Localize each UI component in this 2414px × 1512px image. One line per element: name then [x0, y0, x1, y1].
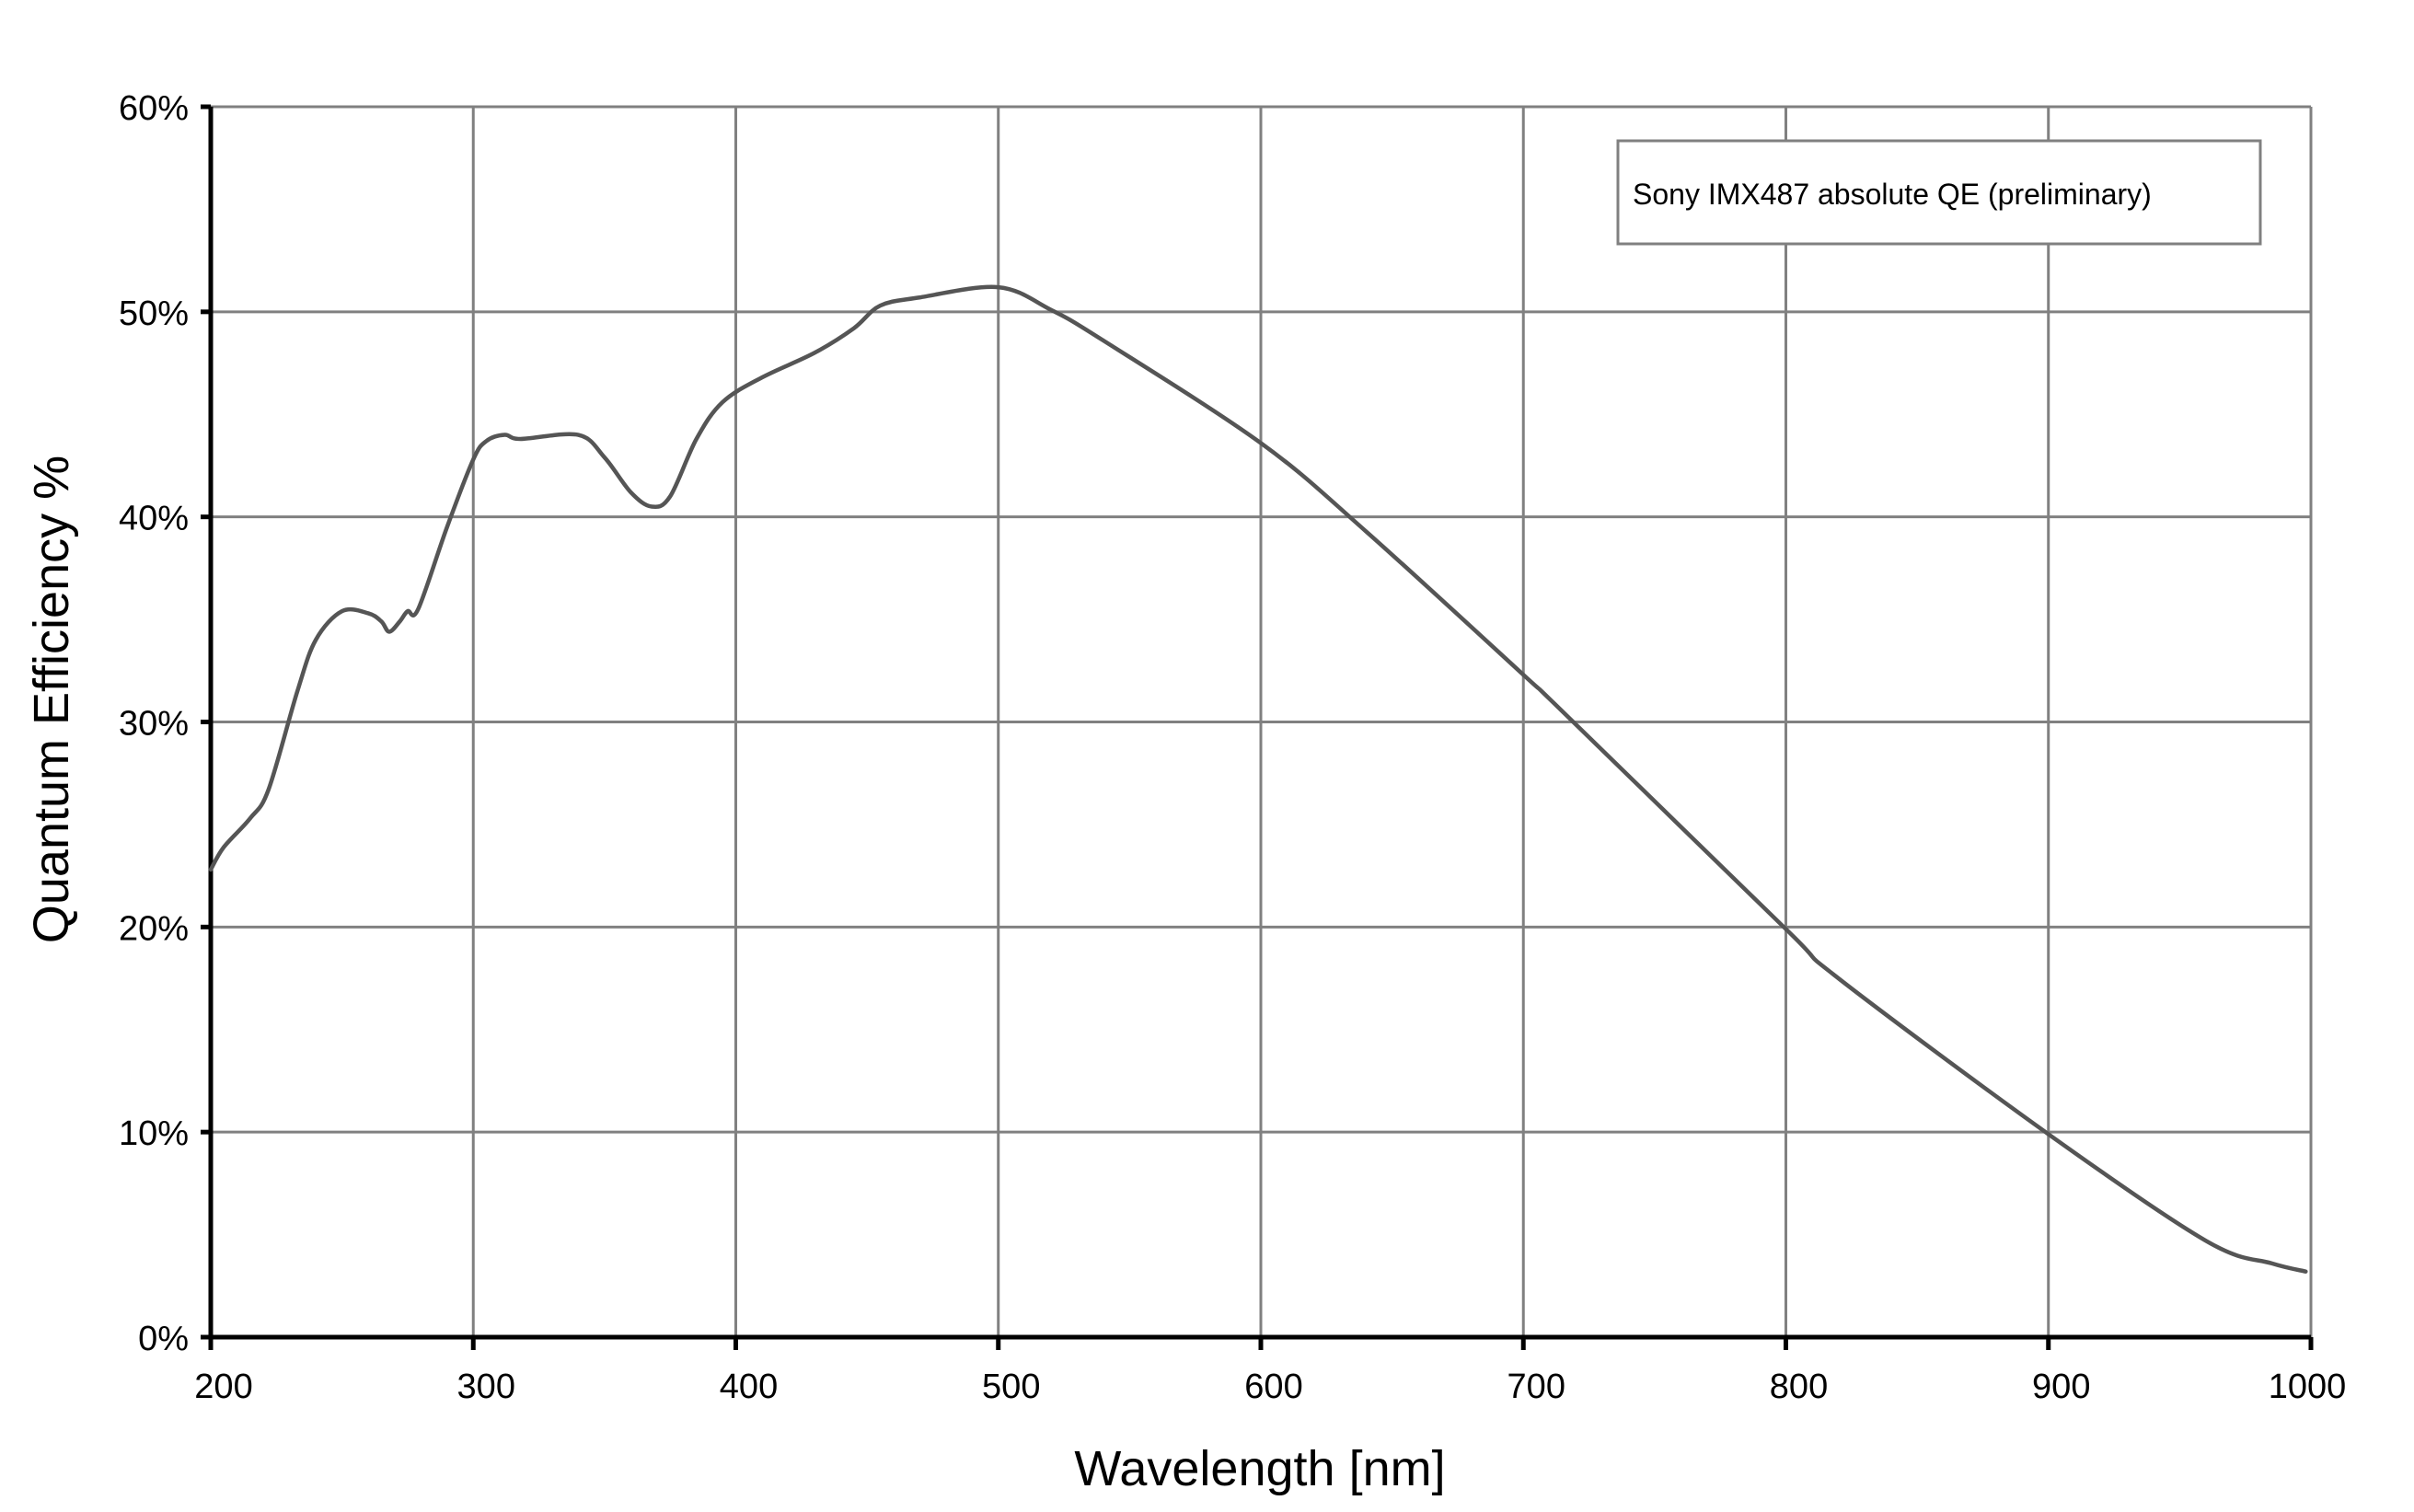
x-tick-label: 200	[194, 1368, 252, 1406]
y-tick-label: 30%	[119, 705, 189, 744]
y-tick-label: 0%	[138, 1320, 189, 1358]
y-tick-label: 10%	[119, 1114, 189, 1153]
y-tick-label: 40%	[119, 500, 189, 538]
y-tick-label: 50%	[119, 294, 189, 333]
x-tick-label: 300	[457, 1368, 515, 1406]
x-tick-label: 800	[1770, 1368, 1828, 1406]
x-tick-label: 900	[2032, 1368, 2090, 1406]
x-axis-title: Wavelength [nm]	[1074, 1441, 1445, 1496]
x-tick-label: 700	[1507, 1368, 1565, 1406]
axes	[201, 104, 2314, 1350]
series-line-qe	[208, 284, 2308, 1274]
legend: Sony IMX487 absolute QE (preliminary)	[1616, 139, 2262, 246]
grid	[211, 105, 2313, 1337]
x-tick-label: 400	[720, 1368, 778, 1406]
x-tick-label: 500	[982, 1368, 1040, 1406]
legend-box	[1616, 139, 2262, 246]
tick-labels: 200 300 400 500 600 700 800 900 1000 0% 10% 20% 30% 4…	[119, 89, 2346, 1406]
y-tick-label: 20%	[119, 909, 189, 948]
legend-label: Sony IMX487 absolute QE (preliminary)	[1633, 178, 2152, 211]
x-tick-label: 1000	[2269, 1368, 2347, 1406]
y-tick-label: 60%	[119, 89, 189, 128]
y-axis-title: Quantum Efficiency %	[24, 456, 79, 943]
x-tick-label: 600	[1244, 1368, 1302, 1406]
